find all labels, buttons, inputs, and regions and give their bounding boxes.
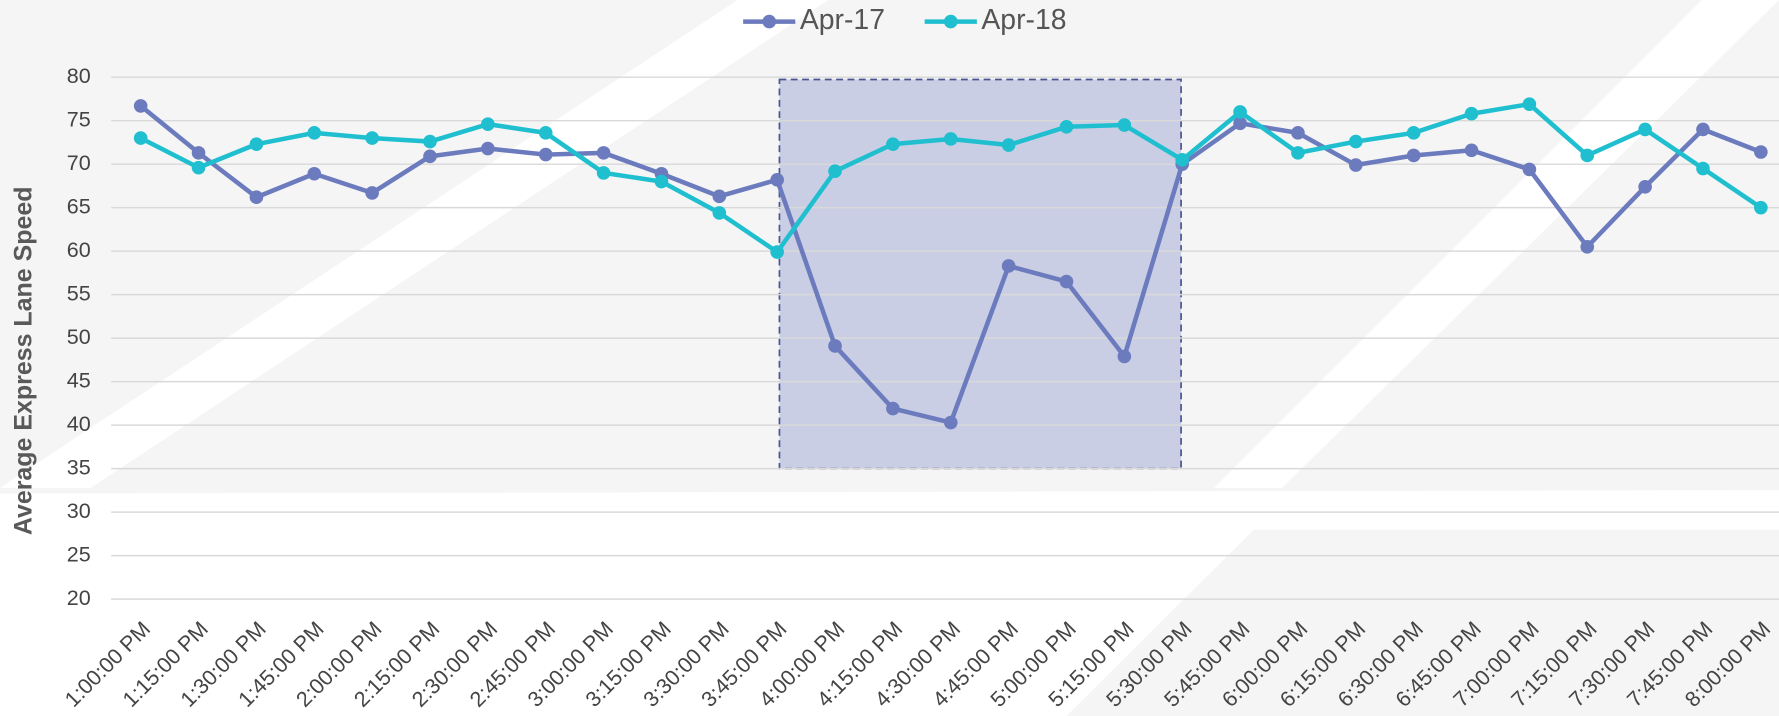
data-point <box>1060 120 1074 134</box>
data-point <box>1754 145 1768 159</box>
highlight-region <box>779 79 1181 468</box>
y-tick-label: 65 <box>67 193 91 218</box>
data-point <box>713 206 727 220</box>
y-tick-label: 35 <box>67 454 91 479</box>
data-point <box>307 167 321 181</box>
chart: Average Express Lane Speed 20 25 30 35 40 45 5… <box>0 0 1779 716</box>
data-point <box>1349 158 1363 172</box>
data-point <box>1638 123 1652 137</box>
data-point <box>1523 163 1537 177</box>
data-point <box>655 175 669 189</box>
data-point <box>481 117 495 131</box>
y-tick-label: 20 <box>67 585 91 610</box>
y-tick-label: 45 <box>67 367 91 392</box>
data-point <box>192 146 206 160</box>
y-tick-label: 75 <box>67 106 91 131</box>
data-point <box>1291 146 1305 160</box>
data-point <box>1002 138 1016 152</box>
data-point <box>1118 350 1132 364</box>
data-point <box>539 148 553 162</box>
data-point <box>1580 240 1594 254</box>
data-point <box>1754 201 1768 215</box>
data-point <box>1002 259 1016 273</box>
data-point <box>1118 118 1132 132</box>
data-point <box>539 126 553 140</box>
data-point <box>828 339 842 353</box>
data-point <box>713 190 727 204</box>
data-point <box>944 416 958 430</box>
data-point <box>1233 105 1247 119</box>
data-point <box>1349 135 1363 149</box>
legend-marker <box>762 15 776 29</box>
legend-label: Apr-18 <box>981 4 1066 36</box>
data-point <box>1175 153 1189 167</box>
legend-label: Apr-17 <box>800 4 885 36</box>
data-point <box>1638 180 1652 194</box>
y-axis-label: Average Express Lane Speed <box>10 187 38 536</box>
data-point <box>1580 149 1594 163</box>
data-point <box>1465 143 1479 157</box>
data-point <box>1696 123 1710 137</box>
y-tick-label: 60 <box>67 237 91 262</box>
data-point <box>886 402 900 416</box>
data-point <box>250 190 264 204</box>
y-tick-label: 30 <box>67 498 91 523</box>
data-point <box>365 186 379 200</box>
data-point <box>886 137 900 151</box>
y-tick-label: 80 <box>67 63 91 88</box>
data-point <box>597 146 611 160</box>
y-tick-label: 25 <box>67 541 91 566</box>
y-tick-label: 55 <box>67 280 91 305</box>
data-point <box>1291 126 1305 140</box>
page: Average Express Lane Speed 20 25 30 35 40 45 5… <box>0 0 1779 716</box>
data-point <box>944 132 958 146</box>
data-point <box>770 173 784 187</box>
y-tick-label: 70 <box>67 150 91 175</box>
data-point <box>423 150 437 164</box>
legend-marker <box>944 15 958 29</box>
data-point <box>481 142 495 156</box>
data-point <box>770 245 784 259</box>
data-point <box>828 164 842 178</box>
data-point <box>365 131 379 145</box>
data-point <box>134 99 148 113</box>
data-point <box>250 137 264 151</box>
data-point <box>1696 162 1710 176</box>
data-point <box>134 131 148 145</box>
data-point <box>1407 126 1421 140</box>
data-point <box>1060 275 1074 289</box>
y-tick-label: 40 <box>67 411 91 436</box>
data-point <box>307 126 321 140</box>
data-point <box>423 135 437 149</box>
data-point <box>1523 97 1537 111</box>
data-point <box>597 166 611 180</box>
data-point <box>192 161 206 175</box>
data-point <box>1465 107 1479 121</box>
y-tick-label: 50 <box>67 324 91 349</box>
data-point <box>1407 149 1421 163</box>
